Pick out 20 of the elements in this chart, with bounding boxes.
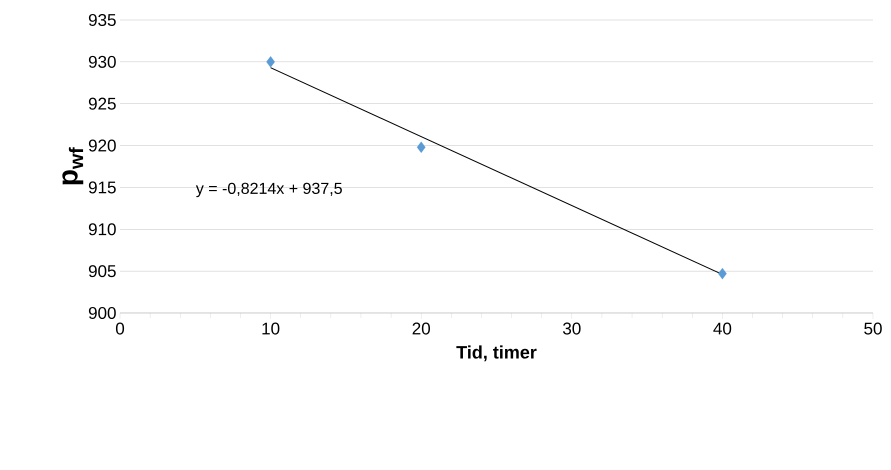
annotation: y = -0,8214x + 937,5 — [196, 182, 342, 198]
y-tick-label: 905 — [88, 265, 116, 278]
y-tick-label: 935 — [88, 14, 116, 26]
text: p$_{wf}$ — [62, 147, 84, 184]
point — [416, 142, 426, 153]
x-tick-label: 10 — [262, 322, 280, 335]
y-tick-label: 910 — [88, 223, 116, 236]
x-tick-label: 50 — [864, 322, 882, 335]
y-tick-label: 920 — [88, 140, 116, 152]
x-tick-label: 0 — [116, 322, 124, 335]
x-tick-label: 40 — [713, 322, 732, 335]
point — [718, 268, 727, 280]
x-axis-title: Tid, timer — [456, 345, 537, 362]
point — [266, 56, 275, 68]
x-tick-label: 20 — [412, 322, 430, 335]
y-tick-label: 900 — [88, 306, 116, 320]
x-tick-label: 30 — [562, 322, 581, 335]
y-tick-label: 915 — [88, 181, 116, 194]
y-tick-label: 930 — [88, 56, 116, 68]
y-tick-label: 925 — [88, 98, 116, 110]
